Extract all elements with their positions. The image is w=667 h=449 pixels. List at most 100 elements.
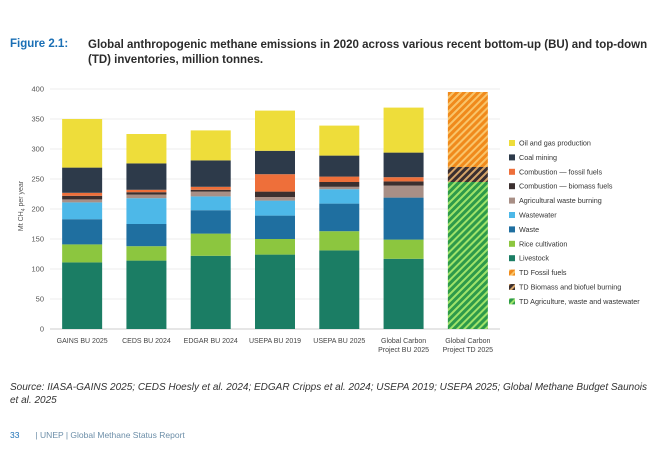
- bar-segment: [62, 195, 103, 200]
- bar-segment: [255, 197, 295, 201]
- bar-segment: [255, 150, 295, 175]
- bar-segment: [62, 192, 103, 196]
- bar-segment: [255, 110, 295, 151]
- bar-segment: [190, 233, 231, 256]
- bar-segment: [190, 191, 231, 197]
- y-tick-label: 200: [31, 205, 44, 214]
- bar-segment: [255, 239, 295, 255]
- legend-swatch: [509, 226, 515, 233]
- x-tick-label: USEPA BU 2025: [313, 338, 365, 345]
- bar-segment: [447, 92, 488, 167]
- y-tick-label: 0: [40, 325, 44, 334]
- source-note: Source: IIASA-GAINS 2025; CEDS Hoesly et…: [10, 382, 648, 406]
- legend-label: Coal mining: [519, 153, 557, 162]
- bar-segment: [383, 185, 424, 198]
- legend-swatch: [509, 168, 515, 175]
- bar-segment: [383, 181, 424, 186]
- y-axis-label-main: Mt CH: [18, 211, 25, 231]
- bar-segment: [62, 262, 103, 329]
- y-tick-label: 250: [31, 175, 44, 184]
- bar-segment: [126, 260, 167, 329]
- bar-segment: [255, 191, 295, 197]
- x-tick-label: Project BU 2025: [378, 347, 429, 354]
- x-tick-label: Global Carbon: [445, 338, 490, 345]
- bar-segment: [319, 155, 360, 177]
- bar-segment: [190, 189, 231, 192]
- bar-segment: [383, 197, 424, 240]
- bar-segment: [319, 186, 360, 190]
- bar-segment: [190, 186, 231, 190]
- bar-segment: [319, 231, 360, 251]
- bar-segment: [319, 250, 360, 329]
- legend-swatch: [509, 298, 515, 305]
- legend-label: Waste: [519, 225, 539, 234]
- bar-segment: [190, 255, 231, 329]
- legend-swatch: [509, 154, 515, 161]
- bar-segment: [255, 174, 295, 192]
- footer-text: | UNEP | Global Methane Status Report: [35, 430, 185, 440]
- page-footer: 33 | UNEP | Global Methane Status Report: [10, 430, 185, 440]
- x-tick-label: GAINS BU 2025: [57, 338, 108, 345]
- bar-segment: [190, 210, 231, 234]
- bars: [62, 92, 488, 329]
- bar-segment: [62, 202, 103, 220]
- bar-segment: [255, 215, 295, 239]
- x-tick-labels: GAINS BU 2025 CEDS BU 2024 EDGAR BU 2024 US…: [57, 338, 494, 354]
- legend-swatch: [509, 255, 515, 262]
- legend: Oil and gas production Coal mining Combust…: [509, 139, 640, 306]
- bar-segment: [62, 119, 103, 168]
- bar-segment: [126, 189, 167, 193]
- legend-swatch: [509, 183, 515, 190]
- y-tick-labels: 0 50 100 150 200 250 300 350 400: [31, 85, 44, 334]
- legend-swatch: [509, 269, 515, 276]
- bar-segment: [319, 182, 360, 187]
- bar-segment: [126, 194, 167, 199]
- bar-segment: [62, 244, 103, 263]
- legend-label: TD Fossil fuels: [519, 268, 567, 277]
- legend-swatch: [509, 197, 515, 204]
- legend-swatch: [509, 140, 515, 146]
- y-tick-label: 150: [31, 235, 44, 244]
- bar-segment: [62, 199, 103, 203]
- bar-segment: [62, 167, 103, 193]
- y-axis-label-tail: per year: [18, 180, 25, 208]
- bar-segment: [383, 152, 424, 178]
- bar-segment: [190, 130, 231, 161]
- bar-segment: [255, 200, 295, 216]
- y-axis-label-sub: 4: [21, 208, 27, 211]
- page-number: 33: [10, 430, 20, 440]
- figure-label: Figure 2.1:: [10, 38, 69, 50]
- bar-segment: [126, 224, 167, 247]
- legend-swatch: [509, 284, 515, 290]
- bar-segment: [190, 160, 231, 187]
- y-tick-label: 100: [31, 265, 44, 274]
- bar-segment: [383, 107, 424, 153]
- legend-label: Livestock: [519, 254, 549, 263]
- bar-segment: [383, 239, 424, 259]
- y-tick-label: 400: [31, 85, 44, 94]
- y-tick-label: 50: [36, 295, 44, 304]
- bar-segment: [126, 198, 167, 224]
- x-tick-label: CEDS BU 2024: [122, 338, 171, 345]
- x-tick-label: EDGAR BU 2024: [184, 338, 238, 345]
- bar-segment: [383, 177, 424, 182]
- legend-label: TD Agriculture, waste and wastewater: [519, 297, 640, 306]
- bar-segment: [126, 246, 167, 261]
- x-tick-label: Global Carbon: [381, 338, 426, 345]
- bar-segment: [255, 254, 295, 329]
- bar-segment: [319, 125, 360, 156]
- legend-label: TD Biomass and biofuel burning: [519, 283, 621, 292]
- bar-segment: [383, 258, 424, 329]
- legend-label: Wastewater: [519, 211, 557, 220]
- bar-segment: [319, 176, 360, 182]
- bar-segment: [319, 203, 360, 232]
- bar-segment: [62, 219, 103, 245]
- stacked-bar-chart: 0 50 100 150 200 250 300 350 400 Mt CH4 per year…: [18, 85, 640, 355]
- bar-segment: [126, 192, 167, 195]
- y-tick-label: 350: [31, 115, 44, 124]
- x-tick-label: Project TD 2025: [443, 347, 494, 354]
- x-tick-label: USEPA BU 2019: [249, 338, 301, 345]
- bar-segment: [319, 189, 360, 204]
- y-tick-label: 300: [31, 145, 44, 154]
- legend-swatch: [509, 212, 515, 218]
